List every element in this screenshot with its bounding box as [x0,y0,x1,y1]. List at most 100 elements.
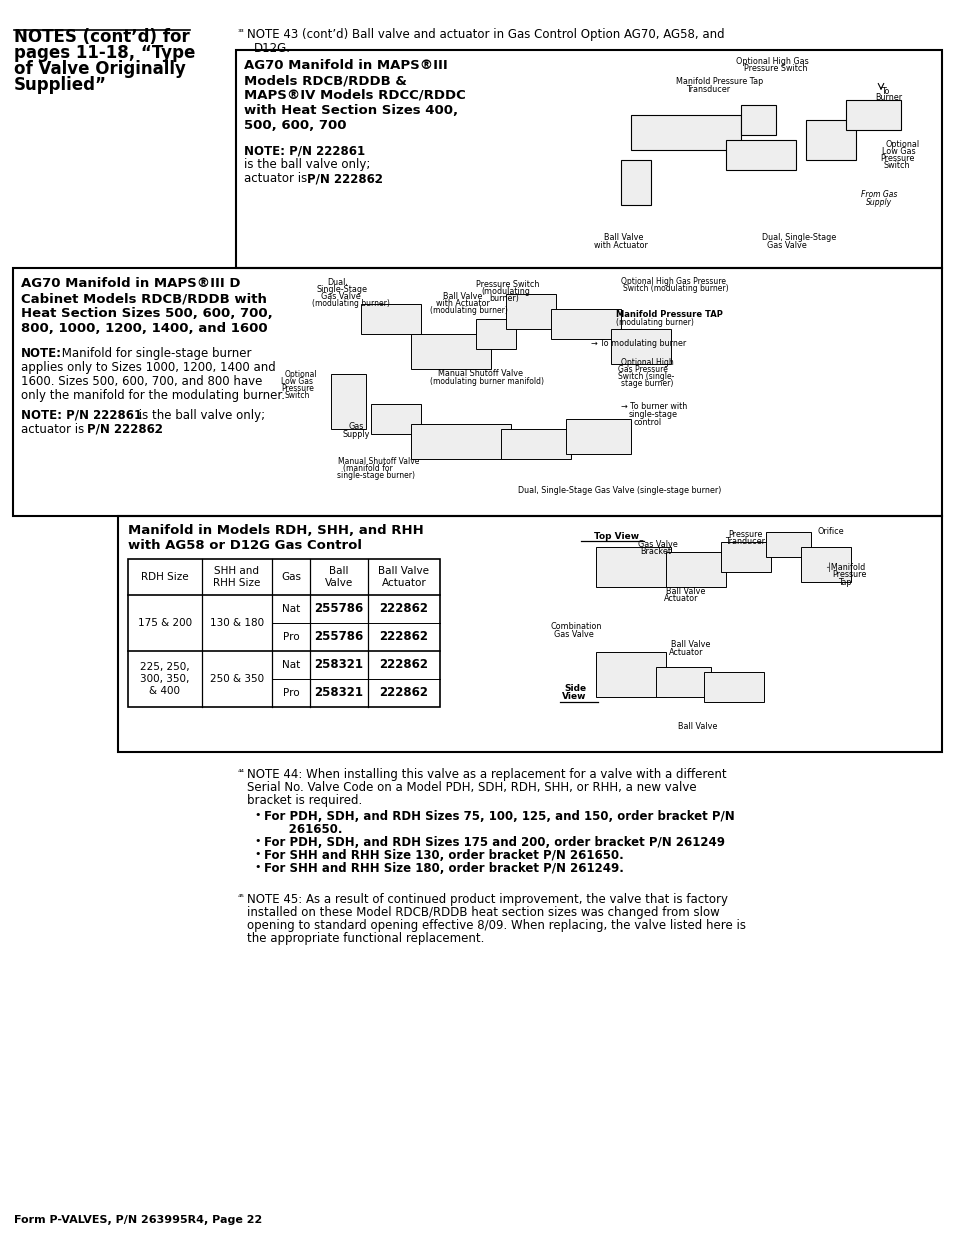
Text: Orifice: Orifice [817,527,843,536]
Text: Pressure: Pressure [879,154,913,163]
Text: AG70 Manifold in MAPS®III: AG70 Manifold in MAPS®III [244,59,447,72]
Text: ³³: ³³ [237,28,245,37]
Text: P/N 222862: P/N 222862 [87,424,163,436]
Text: control: control [634,417,661,427]
Bar [630,115,740,149]
Text: Heat Section Sizes 500, 600, 700,: Heat Section Sizes 500, 600, 700, [21,308,273,320]
Text: •: • [253,810,260,820]
Text: Side: Side [563,684,585,693]
Text: NOTE: P/N 222861: NOTE: P/N 222861 [21,409,142,422]
Bar [656,667,710,697]
Text: Actuator: Actuator [663,594,698,603]
Text: Optional: Optional [885,140,919,149]
Text: bracket is required.: bracket is required. [247,794,362,806]
Text: Gas Valve: Gas Valve [320,291,360,301]
Text: 255786: 255786 [314,631,363,643]
Text: Tap: Tap [837,578,851,587]
Text: single-stage burner): single-stage burner) [336,471,415,480]
Text: 175 & 200: 175 & 200 [138,618,192,629]
Text: burner): burner) [489,294,518,303]
Bar [411,333,491,369]
Text: 130 & 180: 130 & 180 [210,618,264,629]
Text: NOTE 44: When installing this valve as a replacement for a valve with a differen: NOTE 44: When installing this valve as a… [247,768,726,781]
Text: Gas Valve: Gas Valve [554,630,593,638]
Text: actuator is: actuator is [244,172,311,185]
Text: ┤Manifold: ┤Manifold [825,562,864,572]
Text: Pro: Pro [282,632,299,642]
Text: 250 & 350: 250 & 350 [210,674,264,684]
Text: Ball Valve: Ball Valve [603,233,642,242]
Text: For SHH and RHH Size 180, order bracket P/N 261249.: For SHH and RHH Size 180, order bracket … [264,862,623,876]
Text: Dual, Single-Stage Gas Valve (single-stage burner): Dual, Single-Stage Gas Valve (single-sta… [517,487,720,495]
Text: ⁴⁴: ⁴⁴ [237,768,245,777]
Text: applies only to Sizes 1000, 1200, 1400 and: applies only to Sizes 1000, 1200, 1400 a… [21,361,275,374]
Text: Switch: Switch [883,161,909,170]
Text: opening to standard opening effective 8/09. When replacing, the valve listed her: opening to standard opening effective 8/… [247,919,745,932]
Bar [725,140,795,170]
Text: NOTE 43 (cont’d) Ball valve and actuator in Gas Control Option AG70, AG58, and: NOTE 43 (cont’d) Ball valve and actuator… [247,28,724,41]
Text: the appropriate functional replacement.: the appropriate functional replacement. [247,932,484,945]
Text: with AG58 or D12G Gas Control: with AG58 or D12G Gas Control [128,538,361,552]
Text: Optional High Gas: Optional High Gas [735,57,808,65]
Text: Gas: Gas [349,422,364,431]
Bar [620,161,650,205]
Text: Tranducer: Tranducer [724,537,764,546]
Text: NOTE 45: As a result of continued product improvement, the valve that is factory: NOTE 45: As a result of continued produc… [247,893,727,906]
Text: 261650.: 261650. [264,823,342,836]
Text: is the ball valve only;: is the ball valve only; [135,409,265,422]
Text: Optional High: Optional High [620,358,673,367]
Text: ⁴⁵: ⁴⁵ [237,893,245,902]
Bar [476,319,516,350]
Bar [13,268,941,516]
Text: only the manifold for the modulating burner.: only the manifold for the modulating bur… [21,389,285,403]
Text: Pressure: Pressure [281,384,314,393]
Bar [118,516,941,752]
Bar [610,329,670,364]
Text: For SHH and RHH Size 130, order bracket P/N 261650.: For SHH and RHH Size 130, order bracket … [264,848,623,862]
Text: 225, 250,
300, 350,
& 400: 225, 250, 300, 350, & 400 [140,662,190,697]
Text: Ball Valve: Ball Valve [442,291,482,301]
Text: Manifold in Models RDH, SHH, and RHH: Manifold in Models RDH, SHH, and RHH [128,524,423,537]
Text: 222862: 222862 [379,658,428,672]
Text: (modulating burner): (modulating burner) [312,299,390,308]
Bar [360,304,420,333]
Bar [765,532,810,557]
Text: Ball Valve: Ball Valve [678,722,717,731]
Bar [801,547,850,582]
Text: Pressure Switch: Pressure Switch [743,64,806,73]
Text: To: To [880,86,888,96]
Bar [235,49,941,268]
Text: with Actuator: with Actuator [594,241,647,249]
Text: Ball
Valve: Ball Valve [325,566,353,588]
Text: (modulating burner manifold): (modulating burner manifold) [430,377,543,387]
Text: 222862: 222862 [379,603,428,615]
Text: with Heat Section Sizes 400,: with Heat Section Sizes 400, [244,104,457,117]
Text: (modulating burner): (modulating burner) [616,317,693,327]
Text: 222862: 222862 [379,631,428,643]
Text: Manifold Pressure Tap: Manifold Pressure Tap [676,77,762,86]
Text: (manifold for: (manifold for [343,464,393,473]
Text: Manual Shutoff Valve: Manual Shutoff Valve [437,369,522,378]
Text: Ball Valve
Actuator: Ball Valve Actuator [378,566,429,588]
Text: .: . [374,172,377,185]
Text: Top View: Top View [594,532,639,541]
Text: Pro: Pro [282,688,299,698]
Bar [703,672,763,701]
Text: Cabinet Models RDCB/RDDB with: Cabinet Models RDCB/RDDB with [21,291,267,305]
Text: MAPS®IV Models RDCC/RDDC: MAPS®IV Models RDCC/RDDC [244,89,465,103]
Text: Switch (modulating burner): Switch (modulating burner) [622,284,728,293]
Text: is the ball valve only;: is the ball valve only; [244,158,370,170]
Text: Dual, Single-Stage: Dual, Single-Stage [761,233,836,242]
Bar [411,424,511,459]
Text: D12G.: D12G. [253,42,291,56]
Text: 800, 1000, 1200, 1400, and 1600: 800, 1000, 1200, 1400, and 1600 [21,322,268,335]
Text: Manifold for single-stage burner: Manifold for single-stage burner [58,347,252,359]
Bar [805,120,855,161]
Text: with Actuator: with Actuator [436,299,489,308]
Text: 255786: 255786 [314,603,363,615]
Text: Supply: Supply [865,198,891,207]
Text: NOTE: P/N 222861: NOTE: P/N 222861 [244,144,365,157]
Bar [596,652,665,697]
Text: → To modulating burner: → To modulating burner [590,338,685,348]
Bar [331,374,366,429]
